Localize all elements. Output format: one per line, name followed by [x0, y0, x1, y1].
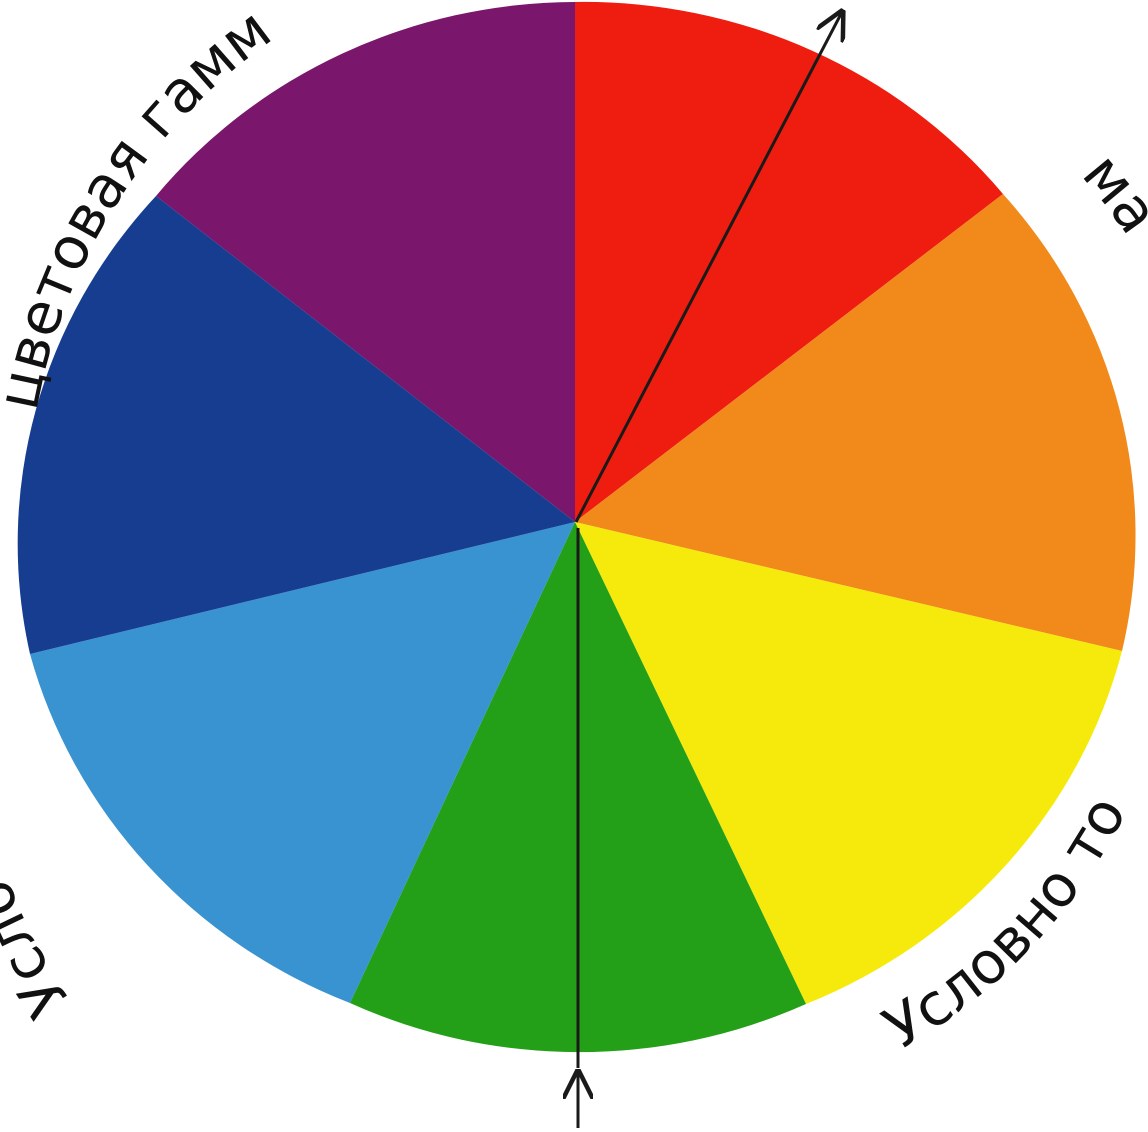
sector-orange — [575, 194, 1136, 651]
label-left-text: Усло — [0, 871, 82, 1029]
sector-purple — [156, 2, 575, 522]
sector-dark-blue — [17, 196, 575, 654]
upper-divider-arrow — [574, 12, 842, 523]
label-top-right-text: ма — [1070, 140, 1148, 245]
label-top-right: ма — [1070, 140, 1148, 245]
sector-yellow — [575, 522, 1122, 1004]
sector-light-blue — [30, 522, 575, 1003]
sector-red — [575, 1, 1003, 522]
label-left: Усло — [0, 871, 82, 1029]
